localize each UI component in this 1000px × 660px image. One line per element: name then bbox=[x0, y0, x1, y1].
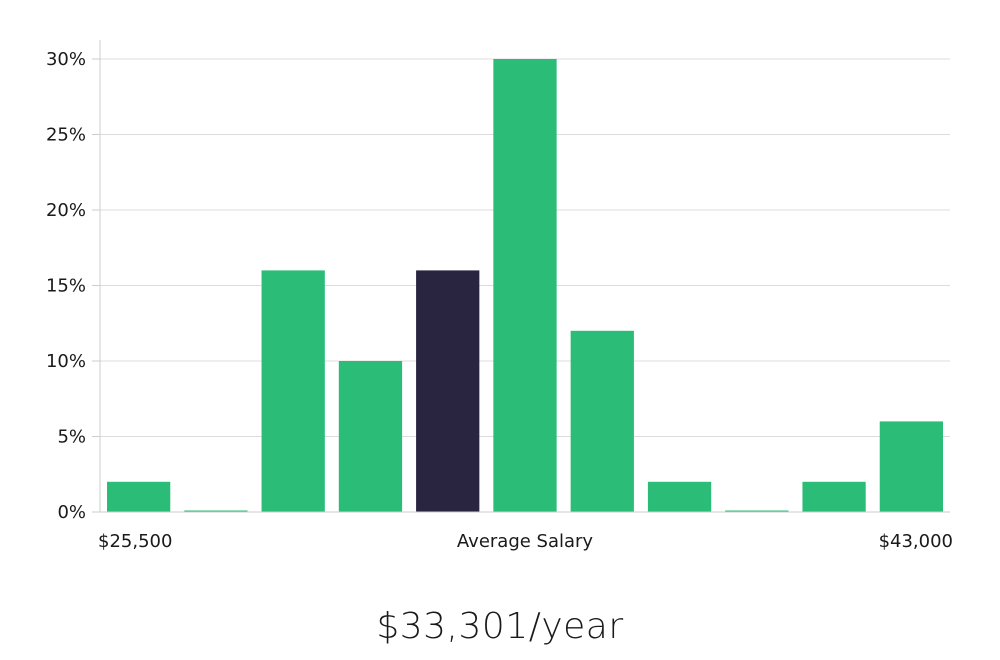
bar-7 bbox=[647, 481, 712, 512]
y-tick-label-15: 15% bbox=[46, 276, 86, 297]
bars bbox=[107, 59, 943, 512]
average-salary-value: $33,301/year bbox=[376, 606, 624, 647]
salary-histogram: 0% 5% 10% 15% 20% 25% 30% $25,500 Average Sala… bbox=[46, 40, 953, 552]
y-tick-label-5: 5% bbox=[57, 427, 86, 448]
bar-1 bbox=[184, 510, 248, 512]
x-max-label: $43,000 bbox=[879, 531, 953, 552]
y-axis-ticks: 0% 5% 10% 15% 20% 25% 30% bbox=[46, 49, 100, 523]
y-tick-label-25: 25% bbox=[46, 125, 86, 146]
bar-8 bbox=[725, 510, 789, 512]
bar-2 bbox=[261, 270, 325, 512]
bar-0 bbox=[107, 481, 171, 512]
bar-5 bbox=[493, 59, 557, 512]
y-tick-label-0: 0% bbox=[57, 502, 86, 523]
bar-highlight bbox=[416, 270, 480, 512]
bar-6 bbox=[570, 330, 634, 512]
y-tick-label-30: 30% bbox=[46, 49, 86, 70]
x-min-label: $25,500 bbox=[98, 531, 172, 552]
bar-10 bbox=[879, 421, 943, 512]
x-center-label: Average Salary bbox=[457, 531, 594, 552]
histogram-svg: 0% 5% 10% 15% 20% 25% 30% $25,500 Average Sala… bbox=[46, 40, 953, 552]
y-tick-label-20: 20% bbox=[46, 200, 86, 221]
bar-3 bbox=[338, 361, 403, 512]
y-tick-label-10: 10% bbox=[46, 351, 86, 372]
bar-9 bbox=[802, 481, 866, 512]
